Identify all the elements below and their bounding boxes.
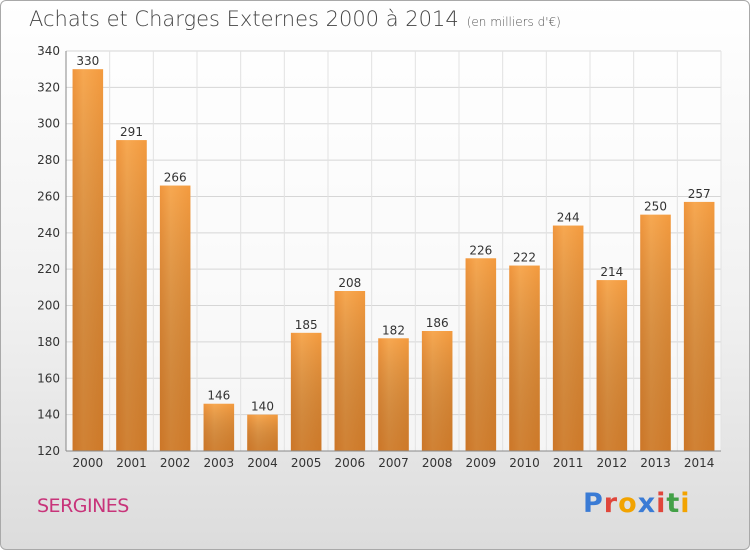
- data-label: 214: [600, 265, 623, 279]
- bar-shade: [159, 185, 191, 451]
- bar-shade: [683, 201, 715, 451]
- bar-shade: [72, 69, 104, 451]
- x-tick-label: 2003: [204, 456, 235, 470]
- y-tick-label: 180: [37, 335, 60, 349]
- bar-group: [72, 69, 104, 451]
- bar-group: [203, 403, 235, 451]
- chart-title-text: Achats et Charges Externes 2000 à 2014: [29, 7, 459, 31]
- chart-title: Achats et Charges Externes 2000 à 2014 (e…: [29, 7, 561, 31]
- data-label: 182: [382, 323, 405, 337]
- bars: [72, 69, 715, 451]
- x-tick-label: 2014: [684, 456, 715, 470]
- y-tick-label: 140: [37, 408, 60, 422]
- bar-shade: [116, 140, 147, 451]
- x-tick-label: 2004: [247, 456, 278, 470]
- x-tick-label: 2000: [73, 456, 104, 470]
- x-tick-label: 2008: [422, 456, 453, 470]
- logo-letter: i: [680, 488, 691, 519]
- y-tick-label: 240: [37, 226, 60, 240]
- data-label: 186: [426, 316, 449, 330]
- commune-name: SERGINES: [37, 495, 129, 517]
- data-label: 291: [120, 125, 143, 139]
- x-tick-label: 2006: [335, 456, 366, 470]
- bar-shade: [596, 280, 628, 451]
- y-tick-label: 300: [37, 117, 60, 131]
- logo-letter: x: [637, 488, 657, 519]
- y-tick-label: 260: [37, 189, 60, 203]
- bar-group: [683, 201, 715, 451]
- x-tick-label: 2005: [291, 456, 322, 470]
- logo-letter: i: [656, 488, 667, 519]
- bar-group: [159, 185, 191, 451]
- bar-shade: [247, 414, 278, 451]
- bar-group: [640, 214, 671, 451]
- bar-shade: [203, 403, 235, 451]
- data-label: 146: [207, 389, 230, 403]
- x-tick-label: 2007: [378, 456, 409, 470]
- logo-letter: P: [583, 488, 604, 519]
- bar-shade: [509, 265, 540, 451]
- bar-group: [596, 280, 628, 451]
- chart-unit: (en milliers d'€): [466, 15, 561, 29]
- bar-group: [290, 332, 322, 451]
- y-tick-label: 160: [37, 371, 60, 385]
- data-label: 257: [688, 187, 711, 201]
- bar-shade: [465, 258, 497, 451]
- logo-letter: r: [603, 488, 619, 519]
- x-tick-label: 2010: [509, 456, 540, 470]
- data-label: 330: [76, 54, 99, 68]
- x-tick-label: 2009: [466, 456, 497, 470]
- bar-shade: [290, 332, 322, 451]
- bar-shade: [640, 214, 671, 451]
- y-tick-label: 320: [37, 80, 60, 94]
- data-label: 208: [338, 276, 361, 290]
- x-tick-label: 2002: [160, 456, 191, 470]
- proxiti-logo: Proxiti: [583, 488, 691, 519]
- x-tick-label: 2013: [640, 456, 671, 470]
- x-tick-label: 2012: [597, 456, 628, 470]
- bar-group: [247, 414, 278, 451]
- bar-group: [116, 140, 147, 451]
- bar-group: [378, 338, 409, 451]
- x-tick-label: 2001: [116, 456, 147, 470]
- bar-group: [552, 225, 584, 451]
- data-label: 266: [164, 171, 187, 185]
- y-tick-label: 340: [37, 44, 60, 58]
- axes: 120 140 160 180 200 220 240 260 280 300 320 340 330 2…: [37, 44, 721, 470]
- data-label: 250: [644, 200, 667, 214]
- y-tick-label: 200: [37, 299, 60, 313]
- bar-shade: [378, 338, 409, 451]
- data-label: 222: [513, 251, 536, 265]
- data-label: 185: [295, 318, 318, 332]
- logo-letter: t: [666, 488, 681, 519]
- bar-group: [334, 291, 366, 451]
- y-tick-label: 280: [37, 153, 60, 167]
- data-label: 244: [557, 211, 580, 225]
- bar-shade: [552, 225, 584, 451]
- x-tick-label: 2011: [553, 456, 584, 470]
- bar-shade: [421, 331, 453, 451]
- bar-group: [509, 265, 540, 451]
- logo-letter: o: [618, 488, 638, 519]
- bar-group: [465, 258, 497, 451]
- y-tick-label: 120: [37, 444, 60, 458]
- data-label: 226: [469, 243, 492, 257]
- bar-group: [421, 331, 453, 451]
- y-tick-label: 220: [37, 262, 60, 276]
- data-label: 140: [251, 400, 274, 414]
- bar-shade: [334, 291, 366, 451]
